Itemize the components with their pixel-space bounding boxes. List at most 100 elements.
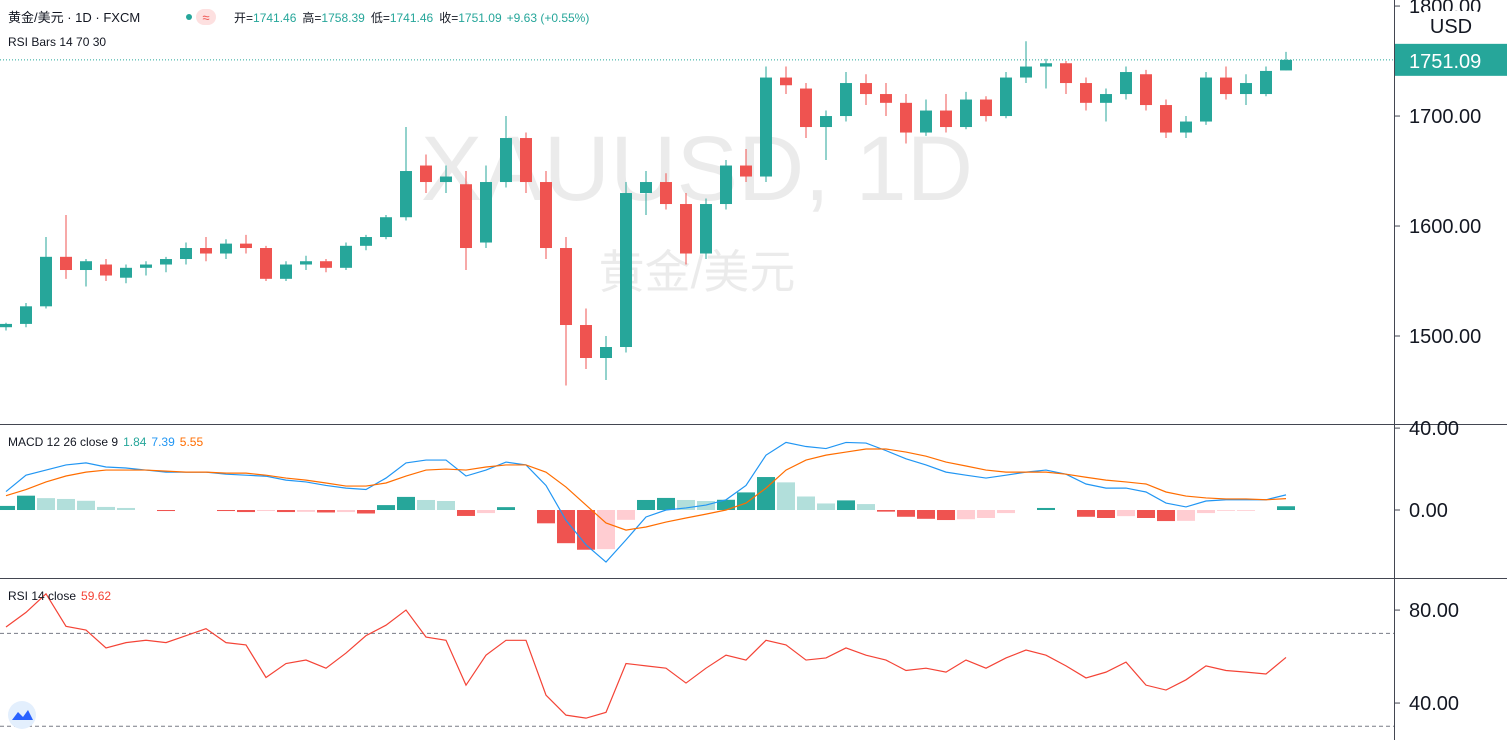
currency: USD xyxy=(1430,16,1472,38)
histogram-bar xyxy=(417,499,435,511)
histogram-bar xyxy=(1177,510,1195,521)
candle-body xyxy=(40,256,52,307)
candle-body xyxy=(200,248,212,254)
histogram-bar xyxy=(957,510,975,520)
candle-body xyxy=(960,99,972,128)
candle-body xyxy=(500,138,512,183)
plot-area xyxy=(0,41,1394,727)
histogram-bar xyxy=(157,510,175,512)
candle-body xyxy=(660,182,672,205)
histogram-bar xyxy=(277,510,295,513)
candle-body xyxy=(280,264,292,279)
candle-body xyxy=(1240,83,1252,95)
candle-body xyxy=(100,264,112,276)
last-price-label: 1751.09 xyxy=(1409,51,1481,73)
candle-body xyxy=(480,182,492,243)
histogram-bar xyxy=(657,497,675,511)
histogram-bar xyxy=(937,510,955,521)
histogram-bar xyxy=(897,510,915,517)
histogram-bar xyxy=(217,510,235,512)
histogram-bar xyxy=(477,510,495,514)
candle-body xyxy=(580,325,592,359)
candle-body xyxy=(740,165,752,177)
macd-value: 5.55 xyxy=(180,435,204,449)
histogram-bar xyxy=(717,499,735,511)
histogram-bar xyxy=(1117,510,1135,517)
histogram-bar xyxy=(357,510,375,514)
histogram-bar xyxy=(677,499,695,511)
ohlc-value: 1741.46 xyxy=(253,11,297,25)
histogram-bar xyxy=(97,506,115,511)
histogram-bar xyxy=(397,496,415,511)
rsi-title: RSI 14 close xyxy=(8,589,76,603)
histogram-bar xyxy=(237,510,255,513)
status-dot xyxy=(186,14,192,20)
histogram-bar xyxy=(537,510,555,524)
candle-body xyxy=(240,243,252,249)
candle-body xyxy=(460,184,472,249)
histogram-bar xyxy=(1137,510,1155,518)
candle-body xyxy=(1100,94,1112,103)
candle-body xyxy=(880,94,892,103)
y-tick-label: 40.00 xyxy=(1409,418,1459,440)
indicator-line xyxy=(5,441,1287,563)
candle-body xyxy=(540,182,552,249)
candle-body xyxy=(1020,66,1032,78)
candle-body xyxy=(340,245,352,268)
histogram-bar xyxy=(617,510,635,520)
candle-body xyxy=(300,261,312,265)
rsi-legend: RSI 14 close 59.62 xyxy=(8,589,111,603)
histogram-bar xyxy=(977,510,995,518)
candle-body xyxy=(940,110,952,128)
histogram-bar xyxy=(317,510,335,513)
candle-body xyxy=(1060,63,1072,84)
candle-body xyxy=(80,261,92,271)
y-tick-label: 80.00 xyxy=(1409,600,1459,622)
candle-body xyxy=(60,256,72,271)
macd-value: 7.39 xyxy=(151,435,175,449)
histogram-bar xyxy=(257,510,275,512)
ohlc-label: 收= xyxy=(439,11,458,25)
macd-hist-value: 1.84 xyxy=(123,435,147,449)
candle-body xyxy=(180,248,192,260)
histogram-bar xyxy=(0,505,15,511)
candle-body xyxy=(900,102,912,133)
histogram-bar xyxy=(877,510,895,512)
histogram-bar xyxy=(457,510,475,516)
ohlc-label: 开= xyxy=(234,11,253,25)
candle-body xyxy=(1220,77,1232,95)
histogram-bar xyxy=(377,505,395,511)
candle-body xyxy=(560,248,572,326)
candle-body xyxy=(220,243,232,254)
y-tick-label: 1600.00 xyxy=(1409,216,1481,238)
logo xyxy=(8,701,36,729)
candle-body xyxy=(20,306,32,324)
histogram-bar xyxy=(1237,510,1255,511)
histogram-bar xyxy=(637,499,655,511)
histogram-bar xyxy=(597,510,615,550)
histogram-bar xyxy=(297,510,315,512)
histogram-bar xyxy=(917,510,935,519)
candle-body xyxy=(680,204,692,254)
candle-body xyxy=(440,176,452,183)
candle-body xyxy=(840,83,852,117)
histogram-bar xyxy=(497,507,515,511)
y-tick-label: 40.00 xyxy=(1409,693,1459,715)
y-tick-label: 0.00 xyxy=(1409,500,1448,522)
candle-body xyxy=(720,165,732,205)
candle-body xyxy=(700,204,712,254)
histogram-bar xyxy=(57,498,75,511)
histogram-bar xyxy=(777,482,795,511)
histogram-bar xyxy=(1157,510,1175,522)
histogram-bar xyxy=(1077,510,1095,517)
candle-body xyxy=(760,77,772,177)
candle-body xyxy=(1260,70,1272,95)
candle-body xyxy=(1120,72,1132,95)
candle-body xyxy=(520,138,532,183)
currency-box xyxy=(1423,11,1479,41)
macd-legend: MACD 12 26 close 9 1.84 7.39 5.55 xyxy=(8,435,203,449)
candle-body xyxy=(360,237,372,246)
candle-body xyxy=(980,99,992,117)
ohlc-value: 1758.39 xyxy=(321,11,365,25)
